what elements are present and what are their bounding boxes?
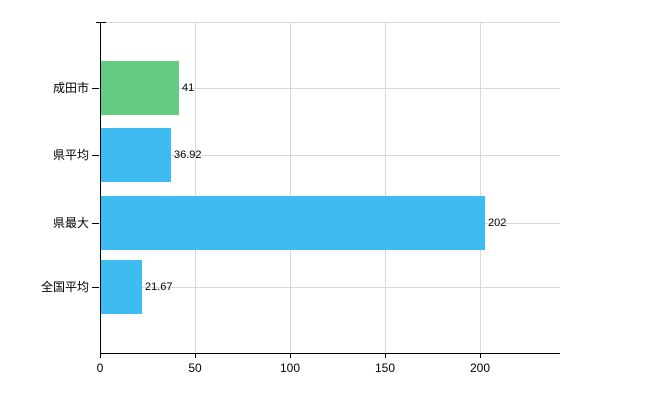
x-axis-tick xyxy=(290,353,291,358)
bar xyxy=(101,260,142,314)
x-tick-label: 50 xyxy=(188,361,202,375)
y-axis-tick xyxy=(92,223,99,224)
x-axis-line xyxy=(100,353,560,354)
bar xyxy=(101,196,485,250)
gridline-horizontal xyxy=(100,155,560,156)
y-axis-tick xyxy=(92,88,99,89)
category-label: 県平均 xyxy=(52,148,89,162)
category-label: 全国平均 xyxy=(40,280,89,294)
y-axis-tick xyxy=(92,155,99,156)
gridline-vertical xyxy=(480,22,481,353)
x-axis-tick xyxy=(100,353,101,358)
y-axis-tick xyxy=(92,287,99,288)
category-label: 成田市 xyxy=(52,81,89,95)
bar xyxy=(101,128,171,182)
gridline-horizontal xyxy=(100,287,560,288)
gridline-vertical xyxy=(195,22,196,353)
x-tick-label: 0 xyxy=(96,361,104,375)
y-axis-top-cap xyxy=(96,22,106,23)
x-axis-tick xyxy=(385,353,386,358)
y-axis-line xyxy=(100,22,101,353)
gridline-vertical xyxy=(290,22,291,353)
plot-top-border xyxy=(100,22,560,23)
bar-value-label: 36.92 xyxy=(174,149,202,161)
x-tick-label: 200 xyxy=(469,361,491,375)
x-tick-label: 100 xyxy=(279,361,301,375)
gridline-vertical xyxy=(385,22,386,353)
gridline-horizontal xyxy=(100,88,560,89)
category-label: 県最大 xyxy=(52,216,89,230)
x-tick-label: 150 xyxy=(374,361,396,375)
bar-value-label: 41 xyxy=(182,82,195,94)
bar xyxy=(101,61,179,115)
bar-value-label: 202 xyxy=(488,217,507,229)
bar-value-label: 21.67 xyxy=(145,281,173,293)
x-axis-tick xyxy=(195,353,196,358)
x-axis-tick xyxy=(480,353,481,358)
